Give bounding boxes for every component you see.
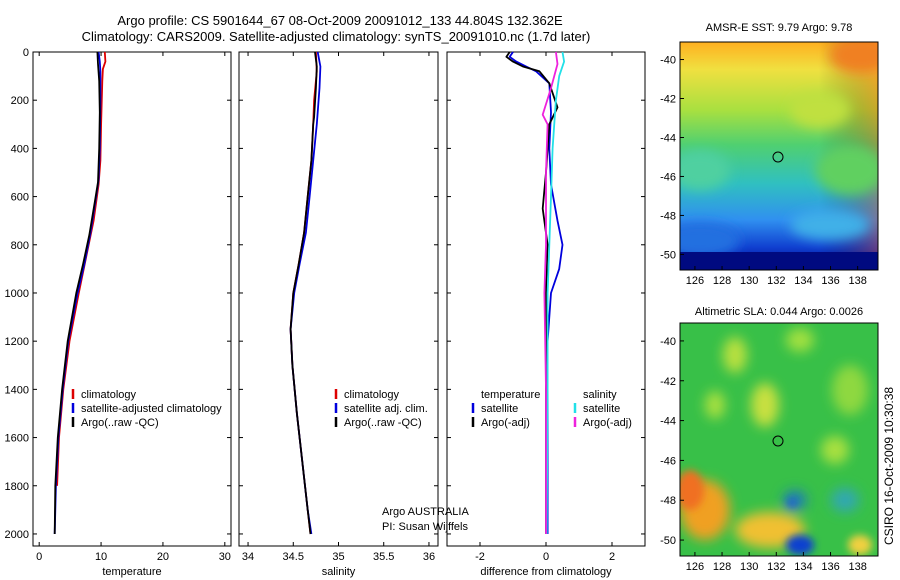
map-x-tick-label: 132	[767, 561, 785, 573]
x-tick-label: 0	[36, 551, 42, 563]
map-x-tick-label: 138	[848, 561, 866, 573]
y-tick-label: 600	[11, 192, 29, 204]
x-tick-label: 30	[219, 551, 231, 563]
x-tick-label: -2	[475, 551, 485, 563]
plot-frame	[32, 51, 232, 547]
y-tick-label: 800	[11, 240, 29, 252]
sla-map-axes: 126 128 130 132 134 136 138 -40 -42 -44 -46 -48 -50	[660, 336, 867, 573]
y-tick-label: 0	[23, 47, 29, 59]
difference-profile-panel: -2 0 2 difference from climatology temperatu…	[446, 51, 646, 578]
legend-header-temperature: temperature	[481, 389, 540, 401]
y-tick-label: 1000	[5, 288, 29, 300]
map-x-tick-label: 128	[713, 561, 731, 573]
map-y-tick-label: -48	[660, 210, 676, 222]
sla-heatmap	[680, 323, 878, 556]
x-axis-label: temperature	[102, 566, 161, 578]
x-axis-label: difference from climatology	[480, 566, 612, 578]
legend-label: Argo(-adj)	[583, 417, 632, 429]
x-tick-label: 0	[543, 551, 549, 563]
map-x-tick-label: 134	[794, 561, 812, 573]
map-y-tick-label: -40	[660, 55, 676, 67]
legend-label: Argo(-adj)	[481, 417, 530, 429]
legend-header-salinity: salinity	[583, 389, 617, 401]
series-line-salinity-satellite	[545, 51, 565, 535]
y-tick-label: 2000	[5, 529, 29, 541]
series-line-salinity-argo-adj-	[541, 51, 559, 534]
map-y-tick-label: -46	[660, 171, 676, 183]
credit-line1: Argo AUSTRALIA	[382, 506, 469, 518]
map-x-tick-label: 130	[740, 561, 758, 573]
legend-label: satellite-adjusted climatology	[81, 403, 222, 415]
salinity-profile-panel: 34 34.5 35 35.5 36 salinity climatology satelli…	[238, 51, 439, 578]
map-y-tick-label: -42	[660, 94, 676, 106]
legend-label: climatology	[344, 389, 400, 401]
sst-map-axes: 126 128 130 132 134 136 138 -40 -42 -44 -46 -48 -50	[660, 55, 867, 287]
map-y-tick-label: -42	[660, 376, 676, 388]
map-x-tick-label: 134	[794, 275, 812, 287]
series-line-argo-raw-qc-	[53, 51, 101, 535]
y-tick-label: 400	[11, 143, 29, 155]
legend-label: satellite	[481, 403, 518, 415]
x-tick-label: 2	[609, 551, 615, 563]
map-x-tick-label: 130	[740, 275, 758, 287]
y-tick-label: 1200	[5, 336, 29, 348]
legend-label: climatology	[81, 389, 137, 401]
x-tick-label: 34.5	[283, 551, 304, 563]
map-x-tick-label: 132	[767, 275, 785, 287]
map-y-tick-label: -50	[660, 249, 676, 261]
y-tick-label: 200	[11, 95, 29, 107]
plot-frame	[238, 51, 439, 547]
map-y-tick-label: -48	[660, 495, 676, 507]
series-line-argo-raw-qc-	[289, 51, 318, 535]
x-tick-label: 35.5	[373, 551, 394, 563]
sla-map-panel: Altimetric SLA: 0.044 Argo: 0.0026	[660, 306, 879, 573]
series-line-temperature-satellite	[508, 51, 564, 534]
legend-label: satellite	[583, 403, 620, 415]
map-x-tick-label: 128	[713, 275, 731, 287]
y-tick-label: 1400	[5, 384, 29, 396]
y-tick-label: 1600	[5, 433, 29, 445]
legend-label: Argo(..raw -QC)	[344, 417, 422, 429]
map-y-tick-label: -44	[660, 132, 676, 144]
map-y-tick-label: -46	[660, 455, 676, 467]
figure-title-line2: Climatology: CARS2009. Satellite-adjuste…	[82, 29, 591, 44]
map-x-tick-label: 136	[821, 561, 839, 573]
x-tick-label: 20	[157, 551, 169, 563]
sst-map-title: AMSR-E SST: 9.79 Argo: 9.78	[706, 22, 853, 34]
map-x-tick-label: 126	[686, 275, 704, 287]
x-tick-label: 35	[332, 551, 344, 563]
map-x-tick-label: 138	[848, 275, 866, 287]
x-tick-label: 10	[95, 551, 107, 563]
legend-label: satellite adj. clim.	[344, 403, 428, 415]
sla-argo-marker	[772, 435, 784, 447]
sst-argo-marker	[772, 151, 784, 163]
series-line-temperature-argo-adj-	[505, 51, 559, 534]
x-axis-label: salinity	[322, 566, 356, 578]
credit-line2: PI: Susan Wijffels	[382, 521, 468, 533]
map-y-tick-label: -50	[660, 535, 676, 547]
x-tick-label: 34	[242, 551, 254, 563]
sst-heatmap	[680, 42, 878, 270]
side-timestamp: CSIRO 16-Oct-2009 10:30:38	[882, 387, 896, 545]
series-line-satellite-adjusted-climatology	[53, 51, 102, 535]
map-x-tick-label: 136	[821, 275, 839, 287]
figure-title-line1: Argo profile: CS 5901644_67 08-Oct-2009 …	[117, 13, 563, 28]
map-y-tick-label: -40	[660, 336, 676, 348]
series-line-satellite-adj-clim-	[289, 51, 322, 535]
temperature-profile-panel: 0 10 20 30 0 200 400 600 800 1000 1200 1400 1600 1800…	[5, 47, 232, 578]
map-x-tick-label: 126	[686, 561, 704, 573]
sst-map-panel: AMSR-E SST: 9.79 Argo: 9.78 126 128 130 132…	[660, 22, 879, 287]
legend-label: Argo(..raw -QC)	[81, 417, 159, 429]
y-tick-label: 1800	[5, 481, 29, 493]
map-y-tick-label: -44	[660, 416, 676, 428]
x-tick-label: 36	[423, 551, 435, 563]
sla-map-title: Altimetric SLA: 0.044 Argo: 0.0026	[695, 306, 863, 318]
